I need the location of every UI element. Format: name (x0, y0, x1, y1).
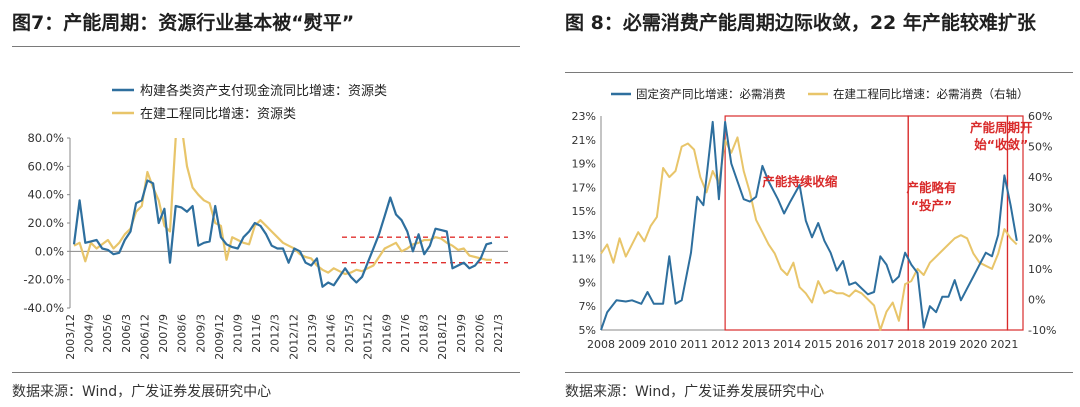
y-tick-label: 20.0% (27, 216, 64, 230)
y-left-tick-label: 13% (572, 229, 596, 242)
x-tick-label: 2015/12 (362, 314, 375, 360)
x-tick-label: 2021 (990, 338, 1018, 351)
x-tick-label: 2021/3 (492, 314, 505, 353)
x-tick-label: 2013 (742, 338, 770, 351)
x-tick-label: 2014/6 (325, 314, 338, 353)
period-box-contraction (724, 115, 909, 331)
legend-label-2: 在建工程同比增速：资源类 (140, 107, 296, 122)
x-tick-label: 2017 (866, 338, 894, 351)
x-tick-label: 2010 (649, 338, 677, 351)
y-right-tick-label: 60% (1028, 110, 1052, 123)
x-tick-label: 2018/12 (436, 314, 449, 360)
x-tick-label: 2011 (680, 338, 708, 351)
x-tick-label: 2013/9 (306, 314, 319, 353)
x-tick-label: 2016 (835, 338, 863, 351)
x-tick-label: 2018 (897, 338, 925, 351)
y-right-tick-label: -10% (1028, 324, 1056, 337)
y-left-tick-label: 9% (579, 276, 596, 289)
x-tick-label: 2009 (618, 338, 646, 351)
x-tick-label: 2006/3 (120, 314, 133, 353)
y-right-tick-label: 0% (1028, 293, 1045, 306)
y-right-tick-label: 50% (1028, 141, 1052, 154)
x-tick-label: 2004/9 (83, 314, 96, 353)
y-left-tick-label: 21% (572, 134, 596, 147)
y-right-tick-label: 40% (1028, 171, 1052, 184)
x-tick-label: 2008/6 (176, 314, 189, 353)
y-tick-label: 80.0% (27, 131, 64, 145)
right-figure-panel: 图 8：必需消费产能周期边际收敛，22 年产能较难扩张 固定资产同比增速：必需消… (553, 0, 1080, 407)
x-tick-label: 2014 (773, 338, 801, 351)
y-right-tick-label: 10% (1028, 263, 1052, 276)
x-tick-label: 2019/9 (455, 314, 468, 353)
x-tick-label: 2006/12 (138, 314, 151, 360)
annotation-convergence: 产能周期开始“收敛” (970, 120, 1033, 152)
left-figure-panel: 图7：产能周期：资源行业基本被“熨平” 构建各类资产支付现金流同比增速：资源类在… (0, 0, 527, 407)
x-tick-label: 2016/9 (380, 314, 393, 353)
right-line-chart: 固定资产同比增速：必需消费 在建工程同比增速：必需消费（右轴） 23% 21% 19% 1… (572, 87, 1057, 351)
x-tick-label: 2015/3 (343, 314, 356, 353)
period-box-convergence (1006, 115, 1024, 331)
y-left-tick-label: 11% (572, 253, 596, 266)
left-figure-title: 图7：产能周期：资源行业基本被“熨平” (12, 12, 355, 34)
x-tick-label: 2020 (959, 338, 987, 351)
series-line-2 (600, 136, 1018, 331)
x-tick-label: 2020/6 (473, 314, 486, 353)
right-figure-title: 图 8：必需消费产能周期边际收敛，22 年产能较难扩张 (565, 12, 1036, 34)
x-tick-label: 2010/9 (231, 314, 244, 353)
x-tick-label: 2019 (928, 338, 956, 351)
x-tick-label: 2007/9 (157, 314, 170, 353)
right-title-rule (565, 72, 1073, 73)
y-left-tick-label: 5% (579, 324, 596, 337)
x-tick-label: 2015 (804, 338, 832, 351)
x-tick-label: 2012/3 (269, 314, 282, 353)
legend-label-1: 构建各类资产支付现金流同比增速：资源类 (140, 83, 387, 99)
y-left-tick-label: 15% (572, 205, 596, 218)
y-tick-label: 40.0% (27, 188, 64, 202)
x-tick-label: 2003/12 (64, 314, 77, 360)
y-right-tick-label: 30% (1028, 202, 1052, 215)
x-tick-label: 2012/12 (287, 314, 300, 360)
y-left-tick-label: 17% (572, 181, 596, 194)
y-tick-label: 0.0% (35, 244, 64, 258)
left-title-rule (12, 46, 520, 47)
series-line-1 (600, 120, 1018, 331)
x-tick-label: 2011/6 (250, 314, 263, 353)
x-tick-label: 2005/6 (101, 314, 114, 353)
y-left-tick-label: 19% (572, 158, 596, 171)
x-tick-label: 2012 (711, 338, 739, 351)
series-line-1 (72, 179, 493, 288)
x-tick-label: 2009/12 (213, 314, 226, 360)
legend-label-2: 在建工程同比增速：必需消费（右轴） (833, 87, 1029, 101)
x-tick-label: 2009/3 (194, 314, 207, 353)
left-source-note: 数据来源：Wind，广发证券发展研究中心 (12, 384, 272, 400)
y-tick-label: -40.0% (23, 301, 64, 315)
right-source-note: 数据来源：Wind，广发证券发展研究中心 (565, 384, 825, 400)
annotation-production: 产能略有“投产” (906, 180, 956, 213)
y-left-tick-label: 7% (579, 300, 596, 313)
x-tick-label: 2008 (587, 338, 615, 351)
y-right-tick-label: 20% (1028, 232, 1052, 245)
annotation-contraction: 产能持续收缩 (762, 174, 838, 189)
x-tick-label: 2017/6 (399, 314, 412, 353)
y-tick-label: -20.0% (23, 273, 64, 287)
legend-label-1: 固定资产同比增速：必需消费 (636, 87, 786, 101)
x-tick-label: 2018/3 (418, 314, 431, 353)
right-bottom-rule (565, 372, 1073, 373)
y-left-tick-label: 23% (572, 110, 596, 123)
y-tick-label: 60.0% (27, 159, 64, 173)
left-bottom-rule (12, 372, 520, 373)
